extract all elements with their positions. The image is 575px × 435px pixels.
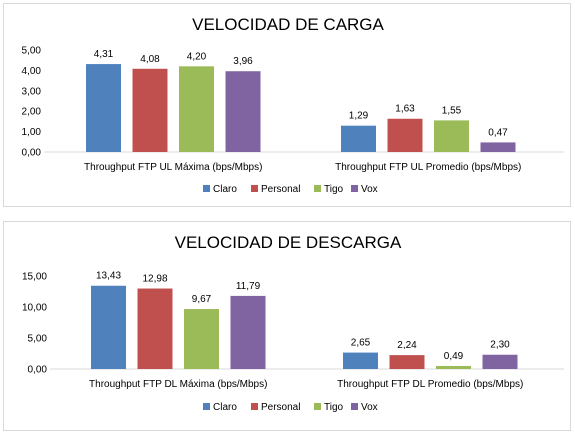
data-label: 2,65 — [351, 338, 371, 349]
legend-swatch — [203, 185, 210, 192]
data-label: 4,08 — [140, 54, 160, 65]
legend-label: Vox — [361, 184, 378, 195]
data-label: 1,29 — [349, 111, 369, 122]
y-tick-label: 3,00 — [22, 86, 42, 97]
y-tick-label: 4,00 — [22, 66, 42, 77]
data-label: 4,20 — [187, 51, 207, 62]
bar — [132, 68, 168, 152]
bar — [179, 66, 214, 152]
legend-label: Claro — [213, 184, 237, 195]
bar — [434, 120, 469, 152]
y-tick-label: 5,00 — [22, 46, 42, 57]
bar — [343, 352, 378, 369]
legend-label: Vox — [361, 402, 378, 413]
y-tick-label: 2,00 — [22, 107, 42, 118]
legend-swatch — [203, 403, 210, 410]
legend-swatch — [351, 185, 358, 192]
upload-speed-chart-svg: VELOCIDAD DE CARGA 0,00 1,00 2,00 3,00 4,00 5… — [22, 15, 564, 195]
y-tick-label: 10,00 — [22, 303, 47, 314]
y-tick-label: 15,00 — [22, 272, 47, 283]
y-tick-label: 1,00 — [22, 127, 42, 138]
upload-speed-chart: VELOCIDAD DE CARGA 0,00 1,00 2,00 3,00 4,00 5… — [3, 3, 571, 207]
legend-swatch — [351, 403, 358, 410]
legend-label: Claro — [213, 402, 237, 413]
data-label: 0,49 — [444, 351, 464, 362]
y-tick-label: 5,00 — [28, 334, 48, 345]
chart-title: VELOCIDAD DE DESCARGA — [175, 233, 402, 252]
data-label: 12,98 — [142, 274, 167, 285]
y-tick-label: 0,00 — [28, 365, 48, 376]
bar — [91, 285, 126, 369]
data-label: 4,31 — [94, 49, 114, 60]
bar — [387, 118, 423, 152]
download-speed-chart: VELOCIDAD DE DESCARGA 0,00 5,00 10,00 15,00… — [3, 221, 571, 431]
legend-swatch — [251, 185, 258, 192]
category-label: Throughput FTP DL Máxima (bps/Mbps) — [89, 379, 267, 390]
bar — [482, 354, 518, 369]
data-label: 2,30 — [490, 340, 510, 351]
category-label: Throughput FTP UL Promedio (bps/Mbps) — [335, 162, 521, 173]
data-label: 11,79 — [236, 281, 261, 292]
bar — [137, 288, 173, 369]
data-label: 3,96 — [233, 56, 253, 67]
data-label: 1,63 — [395, 104, 415, 115]
legend-label: Tigo — [324, 184, 344, 195]
category-label: Throughput FTP UL Máxima (bps/Mbps) — [84, 162, 262, 173]
bar — [480, 142, 516, 152]
bar — [436, 365, 471, 369]
bar — [225, 71, 261, 152]
data-label: 0,47 — [488, 127, 508, 138]
bar — [389, 355, 425, 369]
bar — [86, 64, 121, 152]
bar — [230, 295, 266, 369]
legend-label: Personal — [261, 402, 300, 413]
legend-swatch — [314, 185, 321, 192]
legend-swatch — [251, 403, 258, 410]
data-label: 1,55 — [442, 105, 462, 116]
legend-swatch — [314, 403, 321, 410]
legend-label: Tigo — [324, 402, 344, 413]
data-label: 9,67 — [192, 294, 212, 305]
chart-title: VELOCIDAD DE CARGA — [192, 15, 384, 34]
bar — [184, 309, 219, 369]
y-tick-label: 0,00 — [22, 148, 42, 159]
data-label: 2,24 — [397, 340, 417, 351]
legend-label: Personal — [261, 184, 300, 195]
download-speed-chart-svg: VELOCIDAD DE DESCARGA 0,00 5,00 10,00 15,00… — [22, 233, 564, 413]
data-label: 13,43 — [96, 271, 121, 282]
bar — [341, 125, 376, 152]
category-label: Throughput FTP DL Promedio (bps/Mbps) — [337, 379, 523, 390]
